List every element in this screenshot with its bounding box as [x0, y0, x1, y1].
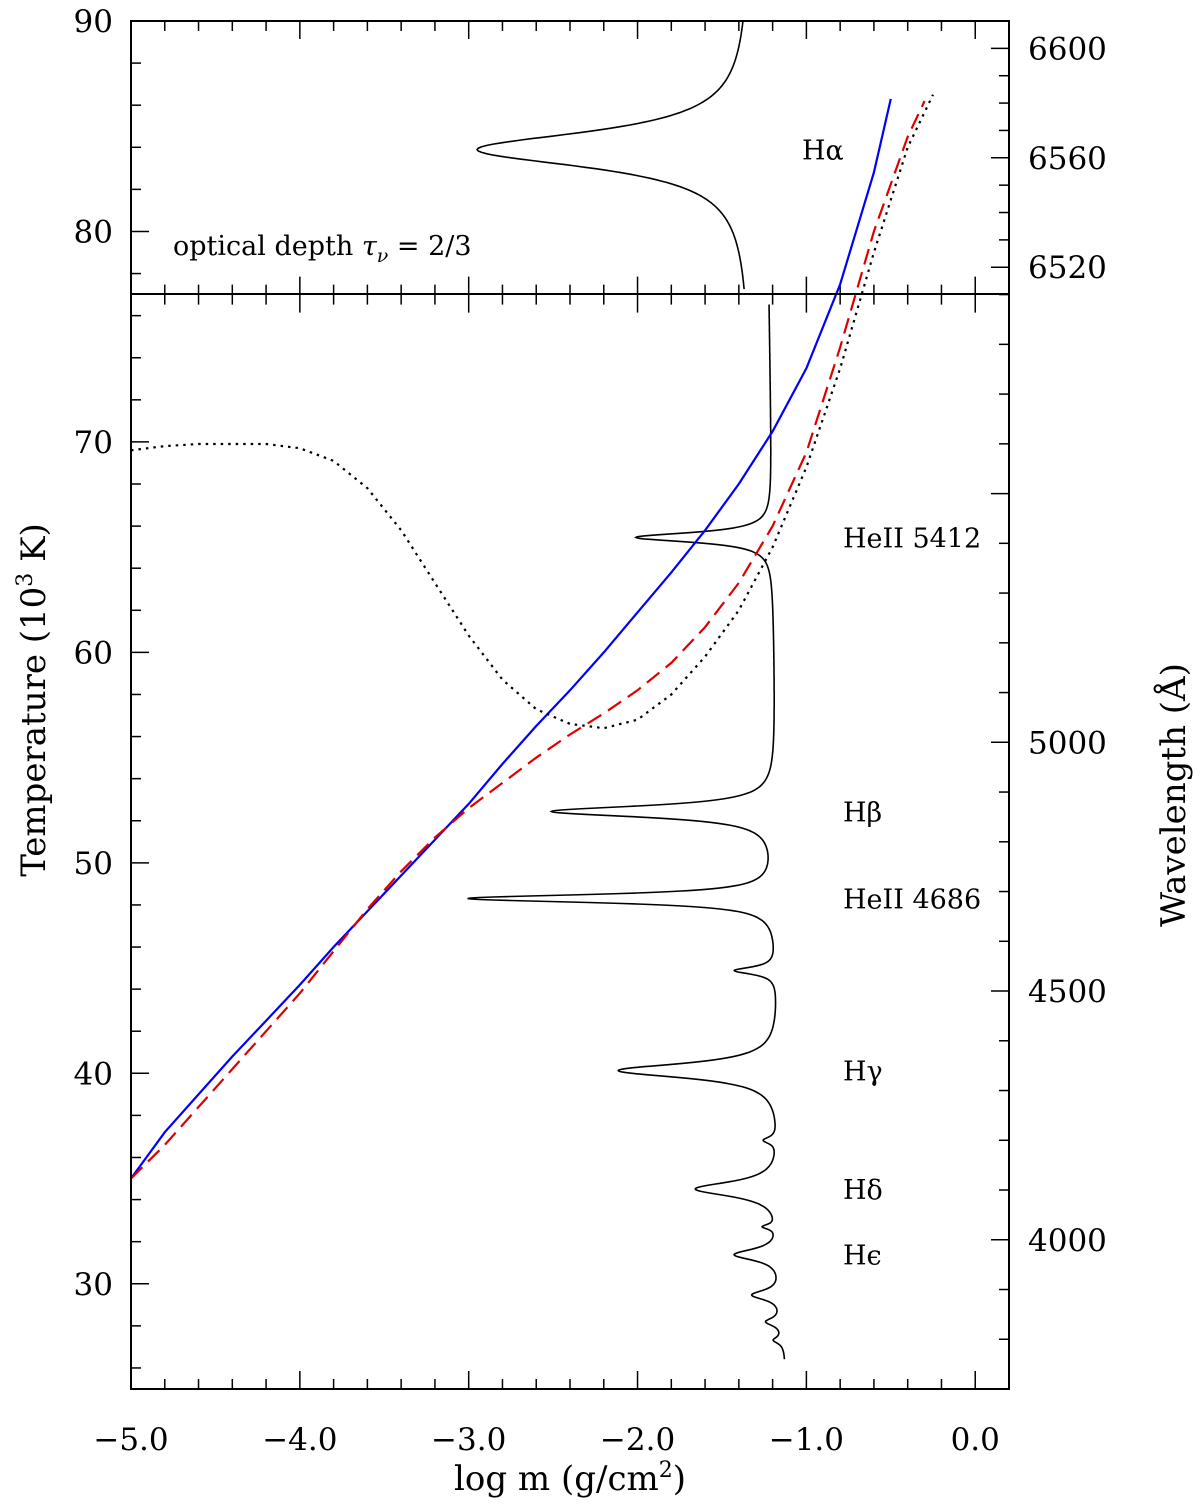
y-tick-label: 50: [74, 846, 113, 882]
spectrum-upper-curve: [476, 21, 745, 290]
wavelength-tick-label-upper: 6520: [1028, 250, 1107, 286]
plot-frame: [130, 20, 1010, 1390]
spectrum-lower-curve: [467, 304, 786, 1360]
spectral-line-label: Hϵ: [843, 1241, 882, 1272]
y-tick-label: 80: [74, 214, 113, 250]
y-tick-label: 90: [74, 4, 113, 40]
series-layer: [131, 21, 934, 1360]
spectral-line-label: Hγ: [843, 1057, 883, 1088]
temperature-curve-dotted: [131, 94, 934, 730]
wavelength-tick-label: 4500: [1028, 974, 1107, 1010]
temperature-curve-dashed: [131, 100, 926, 1180]
plot-frames: [130, 20, 1010, 1390]
x-tick-label: −1.0: [769, 1422, 844, 1458]
y-tick-label: 60: [74, 635, 113, 671]
wavelength-tick-label-upper: 6560: [1028, 141, 1107, 177]
spectral-line-label: HeII 4686: [843, 885, 981, 916]
spectral-line-labels: Hα HeII 5412 Hβ HeII 4686 Hγ Hδ Hϵ: [802, 136, 981, 1272]
x-tick-label: −5.0: [93, 1422, 168, 1458]
spectral-line-label: Hα: [802, 136, 844, 167]
x-axis-title: log m (g/cm2): [454, 1458, 686, 1499]
right-axis-title: Wavelength (Å): [1153, 663, 1194, 927]
y-tick-label: 40: [74, 1056, 113, 1092]
spectral-line-label: HeII 5412: [843, 523, 981, 554]
y-tick-label: 30: [74, 1267, 113, 1303]
y-axis-title: Temperature (103 K): [13, 523, 54, 877]
tick-labels: −5.0 −4.0 −3.0 −2.0 −1.0 0.0 30 40 50 60 70 80 90 400…: [74, 4, 1107, 1458]
x-tick-label: −3.0: [431, 1422, 506, 1458]
wavelength-tick-label-upper: 6600: [1028, 31, 1107, 67]
spectral-line-label: Hβ: [843, 797, 882, 828]
y-tick-label: 70: [74, 425, 113, 461]
temperature-curve-solid: [131, 98, 892, 1180]
x-tick-label: −4.0: [262, 1422, 337, 1458]
wavelength-tick-label: 4000: [1028, 1223, 1107, 1259]
wavelength-tick-label: 5000: [1028, 725, 1107, 761]
optical-depth-annotation: optical depth τν = 2/3: [173, 231, 472, 267]
x-tick-label: 0.0: [951, 1422, 1000, 1458]
spectral-line-label: Hδ: [843, 1175, 883, 1206]
x-tick-label: −2.0: [600, 1422, 675, 1458]
